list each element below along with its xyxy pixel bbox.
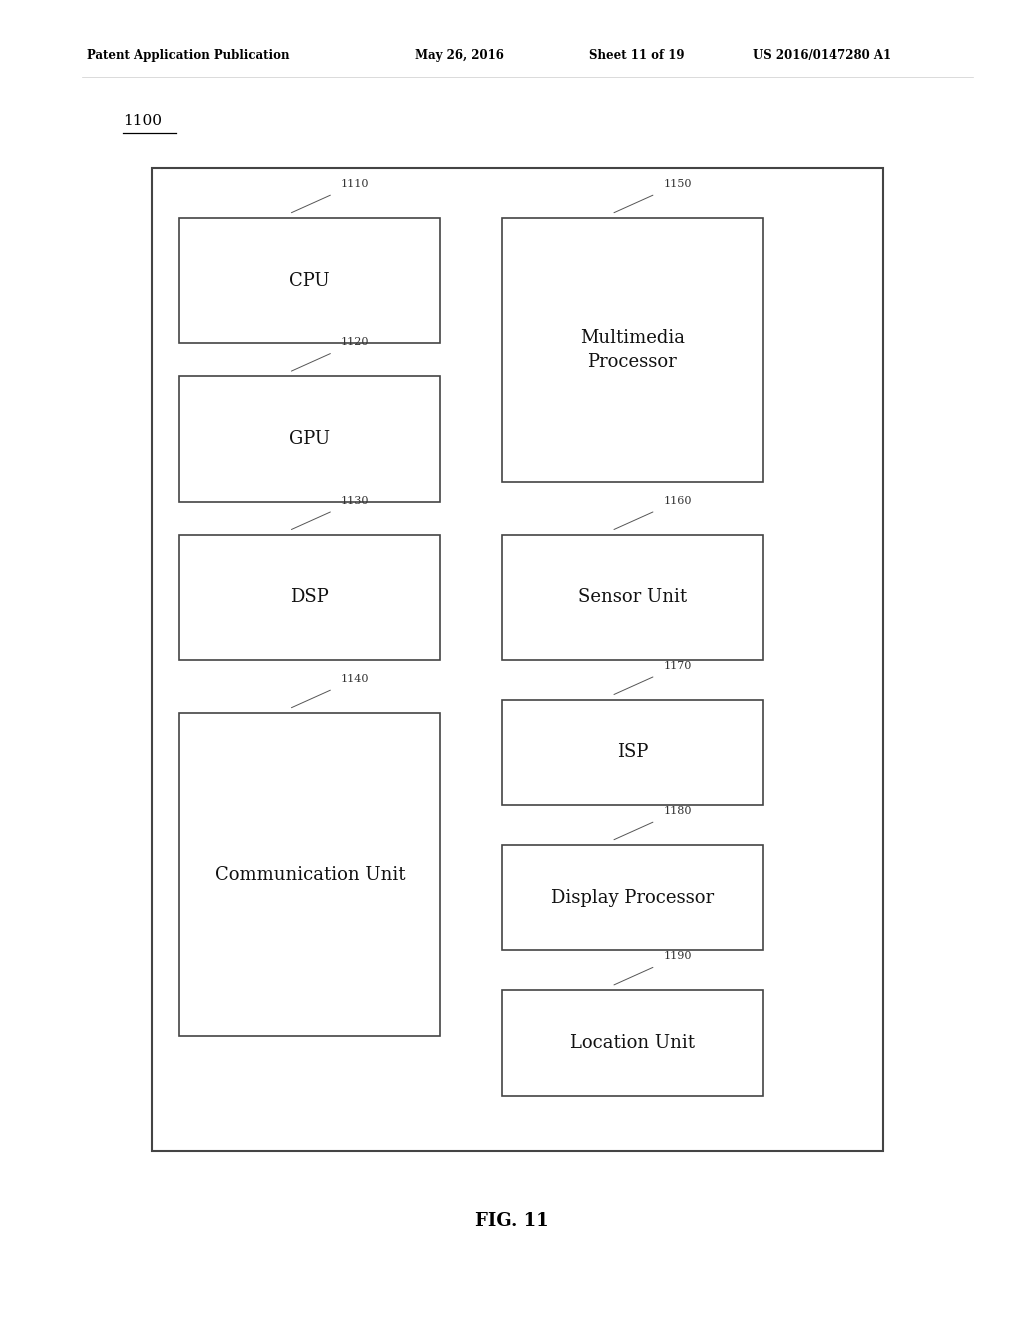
Text: Patent Application Publication: Patent Application Publication (87, 49, 290, 62)
Text: 1150: 1150 (664, 178, 692, 189)
Text: 1180: 1180 (664, 805, 692, 816)
Text: GPU: GPU (289, 430, 331, 447)
Text: 1100: 1100 (123, 115, 162, 128)
Text: CPU: CPU (290, 272, 330, 289)
Text: May 26, 2016: May 26, 2016 (415, 49, 504, 62)
Text: 1140: 1140 (341, 673, 370, 684)
Text: Sensor Unit: Sensor Unit (578, 589, 687, 606)
Text: Multimedia
Processor: Multimedia Processor (580, 329, 685, 371)
Text: 1170: 1170 (664, 660, 692, 671)
Bar (502, 845, 763, 950)
Bar (502, 990, 763, 1096)
Bar (502, 700, 763, 805)
Text: 1160: 1160 (664, 495, 692, 506)
Text: 1110: 1110 (341, 178, 370, 189)
Bar (179, 713, 440, 1036)
Bar (502, 535, 763, 660)
Text: Sheet 11 of 19: Sheet 11 of 19 (589, 49, 684, 62)
Text: DSP: DSP (291, 589, 329, 606)
Text: FIG. 11: FIG. 11 (475, 1212, 549, 1230)
Text: US 2016/0147280 A1: US 2016/0147280 A1 (753, 49, 891, 62)
Text: Communication Unit: Communication Unit (214, 866, 406, 883)
Text: ISP: ISP (616, 743, 648, 762)
Text: 1130: 1130 (341, 495, 370, 506)
Bar (179, 535, 440, 660)
Text: Location Unit: Location Unit (569, 1034, 695, 1052)
Text: 1120: 1120 (341, 337, 370, 347)
Bar (502, 218, 763, 482)
Bar (179, 376, 440, 502)
Bar (152, 168, 883, 1151)
Text: 1190: 1190 (664, 950, 692, 961)
Text: Display Processor: Display Processor (551, 888, 714, 907)
Bar (179, 218, 440, 343)
